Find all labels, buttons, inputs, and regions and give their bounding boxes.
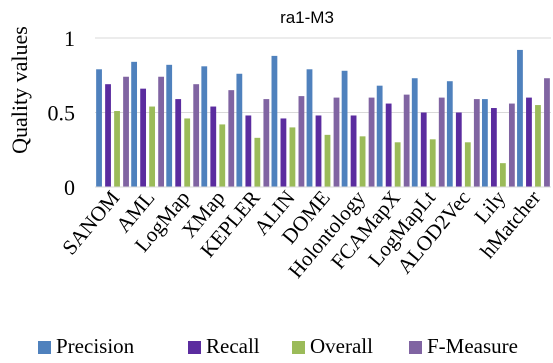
bar-overall-dome xyxy=(324,134,331,187)
bar-precision-fcamapx xyxy=(376,85,383,187)
bar-precision-alod2vec xyxy=(446,81,453,187)
bar-overall-lily xyxy=(499,163,506,187)
bar-overall-aml xyxy=(149,106,156,187)
bar-recall-lily xyxy=(490,108,497,187)
bar-f-measure-hmatcher xyxy=(544,78,550,187)
chart-title: ra1-M3 xyxy=(280,8,334,27)
bar-recall-alod2vec xyxy=(455,112,462,187)
bar-f-measure-logmaplt xyxy=(438,97,445,187)
legend-swatch-f-measure xyxy=(409,341,422,354)
bar-overall-kepler xyxy=(254,137,261,187)
legend-label-precision: Precision xyxy=(56,334,135,358)
bar-recall-fcamapx xyxy=(385,103,392,187)
bar-f-measure-xmap xyxy=(228,90,235,187)
bar-overall-alin xyxy=(289,127,296,187)
x-tick-labels: SANOMAMLLogMapXMapKEPLERALINDOMEHolontol… xyxy=(57,185,545,282)
bar-recall-kepler xyxy=(245,115,252,187)
bar-precision-logmaplt xyxy=(411,78,418,187)
legend-label-overall: Overall xyxy=(310,334,373,358)
bar-f-measure-fcamapx xyxy=(403,94,410,187)
legend-label-f-measure: F-Measure xyxy=(427,334,518,358)
bar-precision-dome xyxy=(306,69,313,187)
y-tick-label-0: 0 xyxy=(64,175,75,200)
bar-f-measure-lily xyxy=(508,103,515,187)
bar-recall-alin xyxy=(280,118,287,187)
bar-f-measure-logmap xyxy=(193,84,200,187)
bar-recall-aml xyxy=(140,88,147,187)
bar-overall-fcamapx xyxy=(394,142,401,187)
bar-precision-logmap xyxy=(166,64,173,187)
bar-f-measure-kepler xyxy=(263,99,270,187)
bar-precision-aml xyxy=(131,61,138,188)
bar-precision-lily xyxy=(481,99,488,187)
bar-precision-kepler xyxy=(236,73,243,187)
bar-precision-sanom xyxy=(96,69,102,187)
bar-recall-sanom xyxy=(105,84,111,187)
bar-recall-logmap xyxy=(175,99,182,187)
bar-f-measure-dome xyxy=(333,97,340,187)
bar-f-measure-sanom xyxy=(123,76,129,187)
y-axis-title: Quality values xyxy=(7,26,32,154)
bar-precision-xmap xyxy=(201,66,208,187)
bar-overall-hmatcher xyxy=(535,105,541,187)
bar-overall-xmap xyxy=(219,124,226,187)
legend: Precision Recall Overall F-Measure xyxy=(38,334,518,358)
bar-recall-hmatcher xyxy=(526,97,532,187)
y-tick-label-2: 1 xyxy=(64,26,75,51)
bars xyxy=(96,49,550,188)
legend-swatch-overall xyxy=(292,341,305,354)
bar-precision-holontology xyxy=(341,70,348,187)
bar-recall-holontology xyxy=(350,115,357,187)
legend-swatch-precision xyxy=(38,341,51,354)
bar-overall-holontology xyxy=(359,136,366,187)
bar-recall-logmaplt xyxy=(420,112,427,187)
y-tick-label-1: 0.5 xyxy=(48,101,76,126)
bar-f-measure-alin xyxy=(298,96,305,187)
legend-label-recall: Recall xyxy=(206,334,260,358)
y-tick-labels: 00.51 xyxy=(48,26,76,200)
bar-overall-logmap xyxy=(184,118,191,187)
bar-recall-xmap xyxy=(210,106,217,187)
bar-f-measure-holontology xyxy=(368,97,375,187)
bar-f-measure-aml xyxy=(158,76,165,187)
bar-f-measure-alod2vec xyxy=(473,99,480,187)
bar-precision-hmatcher xyxy=(517,49,523,187)
bar-overall-sanom xyxy=(114,111,120,187)
bar-overall-alod2vec xyxy=(464,142,471,187)
bar-recall-dome xyxy=(315,115,322,187)
bar-overall-logmaplt xyxy=(429,139,436,187)
legend-swatch-recall xyxy=(188,341,201,354)
bar-precision-alin xyxy=(271,55,278,187)
